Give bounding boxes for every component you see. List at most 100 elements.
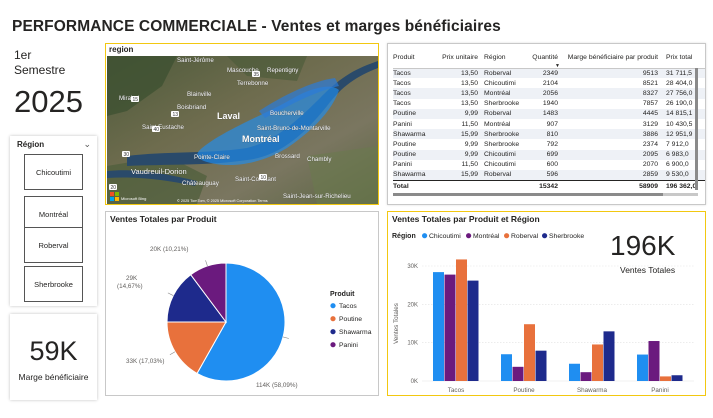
- map-place-label: Saint-Eustache: [142, 124, 185, 131]
- route-shield-label: 35: [254, 72, 260, 78]
- column-header-marge[interactable]: Marge bénéficiaire par produit: [561, 48, 661, 69]
- bar-legend-item[interactable]: Roberval: [511, 233, 539, 240]
- table-row[interactable]: Shawarma 15,99 Sherbrooke 810 3886 12 951,9: [393, 129, 705, 140]
- y-tick-label: 0K: [411, 379, 418, 385]
- bar-poutine-sherbrooke[interactable]: [535, 350, 547, 381]
- bar-legend-item[interactable]: Montréal: [473, 233, 500, 240]
- table-cell: Tacos: [393, 100, 411, 108]
- table-cell: 2056: [525, 88, 561, 99]
- bar-poutine-roberval[interactable]: [524, 324, 535, 381]
- route-shield: [152, 126, 160, 132]
- pie-chart-title: Ventes Totales par Produit: [110, 214, 217, 224]
- table-cell: Montréal: [484, 120, 511, 128]
- table-cell: Poutine: [393, 140, 417, 148]
- legend-marker: [466, 233, 472, 239]
- table-horizontal-scrollbar[interactable]: [393, 193, 698, 196]
- table-row[interactable]: Poutine 9,99 Chicoutimi 699 2095 6 983,0: [393, 149, 705, 160]
- logo-square: [110, 197, 114, 201]
- slicer-option-roberval[interactable]: Roberval: [24, 227, 83, 263]
- bar-tacos-sherbrooke[interactable]: [467, 280, 479, 381]
- region-highlight-montreal[interactable]: [197, 86, 339, 166]
- table-cell: 810: [525, 129, 561, 140]
- bar-tacos-chicoutimi[interactable]: [433, 272, 444, 381]
- bar-shawarma-roberval[interactable]: [592, 344, 603, 381]
- table-row[interactable]: Poutine 9,99 Sherbrooke 792 2374 7 912,0: [393, 139, 705, 149]
- table-row[interactable]: Tacos 13,50 Roberval 2349 9513 31 711,5: [393, 68, 705, 79]
- bar-panini-sherbrooke[interactable]: [671, 375, 683, 381]
- kpi-card-marge: 59K Marge bénéficiaire: [10, 314, 97, 400]
- pie-legend-item[interactable]: Shawarma: [339, 329, 372, 336]
- map-river: [107, 170, 197, 186]
- bar-shawarma-montréal[interactable]: [580, 372, 592, 381]
- bar-shawarma-sherbrooke[interactable]: [603, 331, 615, 381]
- bar-poutine-chicoutimi[interactable]: [501, 354, 512, 381]
- map-title: region: [109, 45, 134, 54]
- map-place-label: Boisbriand: [177, 104, 207, 111]
- table-row[interactable]: Poutine 9,99 Roberval 1483 4445 14 815,1: [393, 108, 705, 119]
- y-tick-label: 30K: [407, 264, 418, 270]
- table-cell: 14 815,1: [661, 108, 705, 119]
- table-cell: 9,99: [464, 140, 478, 148]
- column-header-produit[interactable]: Produit: [393, 48, 431, 69]
- scrollbar-thumb[interactable]: [393, 193, 663, 196]
- table-row[interactable]: Panini 11,50 Chicoutimi 600 2070 6 900,0: [393, 160, 705, 170]
- pie-data-label: 114K (58,09%): [256, 382, 298, 389]
- route-shield-label: 15: [133, 97, 139, 103]
- bing-logo-text: Microsoft Bing: [121, 196, 146, 201]
- table-cell: 699: [525, 149, 561, 160]
- table-cell: 3129: [642, 120, 658, 128]
- table-row[interactable]: Panini 11,50 Montréal 907 3129 10 430,5: [393, 119, 705, 129]
- table-row[interactable]: Shawarma 15,99 Roberval 596 2859 9 530,0: [393, 169, 705, 181]
- route-shield-label: 20: [111, 185, 117, 191]
- slicer-option-sherbrooke[interactable]: Sherbrooke: [24, 266, 83, 302]
- table-cell: Panini: [393, 161, 412, 169]
- pie-chart[interactable]: 114K (58,09%) 33K (17,03%) 29K(14,67%) 20K …: [106, 225, 378, 395]
- table-header-row: Produit Prix unitaire Région Quantité ▼ M…: [393, 48, 705, 69]
- table-cell: 12 951,9: [661, 129, 705, 140]
- map-attribution[interactable]: © 2025 TomTom, © 2025 Microsoft Corporat…: [177, 199, 268, 203]
- bar-poutine-montréal[interactable]: [512, 366, 524, 381]
- bar-legend-item[interactable]: Chicoutimi: [429, 233, 461, 240]
- region-map[interactable]: Saint-Jérôme Mascouche Repentigny Terreb…: [107, 56, 378, 204]
- table-vertical-scrollbar[interactable]: [695, 68, 698, 190]
- chevron-down-icon[interactable]: ⌄: [83, 139, 91, 149]
- slicer-option-chicoutimi[interactable]: Chicoutimi: [24, 154, 83, 190]
- map-place-label: Saint-Constant: [235, 176, 276, 183]
- bar-chart-title: Ventes Totales par Produit et Région: [392, 214, 540, 224]
- semester-line1: 1er: [14, 48, 32, 62]
- bar-shawarma-chicoutimi[interactable]: [569, 363, 580, 381]
- table-row[interactable]: Tacos 13,50 Montréal 2056 8327 27 756,0: [393, 88, 705, 99]
- table-cell: 28 404,0: [666, 79, 693, 87]
- map-route-shields: 15 40 13 30 20 35 10: [109, 71, 267, 191]
- table-row[interactable]: Tacos 13,50 Chicoutimi 2104 8521 28 404,0: [393, 78, 705, 88]
- column-header-region[interactable]: Région: [481, 48, 525, 69]
- pie-legend-item[interactable]: Poutine: [339, 316, 362, 323]
- x-tick-label: Poutine: [513, 387, 535, 394]
- pie-slice-panini[interactable]: [190, 262, 227, 324]
- pie-leader-line: [282, 336, 289, 339]
- column-header-prix-total[interactable]: Prix total: [661, 48, 705, 69]
- bar-panini-chicoutimi[interactable]: [637, 354, 648, 381]
- bar-tacos-roberval[interactable]: [456, 259, 467, 381]
- route-shield-label: 40: [154, 127, 160, 133]
- table-cell: 13,50: [460, 79, 478, 87]
- table-total-cell: Total: [393, 179, 431, 193]
- bar-tacos-montréal[interactable]: [444, 274, 456, 381]
- column-header-prix-unitaire[interactable]: Prix unitaire: [431, 48, 481, 69]
- bar-panini-montréal[interactable]: [648, 341, 660, 381]
- pie-legend-item[interactable]: Panini: [339, 342, 358, 349]
- slicer-option-montreal[interactable]: Montréal: [24, 196, 83, 232]
- region-slicer-title: Région: [17, 140, 45, 149]
- region-highlight-laval[interactable]: [259, 78, 339, 118]
- region-slicer-header[interactable]: Région ⌄: [17, 139, 91, 152]
- bar-panini-roberval[interactable]: [660, 376, 671, 381]
- table-row[interactable]: Tacos 13,50 Sherbrooke 1940 7857 26 190,0: [393, 99, 705, 109]
- column-header-quantite[interactable]: Quantité ▼: [525, 48, 561, 69]
- pie-slice-tacos[interactable]: [196, 262, 286, 382]
- pie-data-label: 29K: [126, 275, 138, 282]
- pie-slice-shawarma[interactable]: [166, 274, 227, 323]
- legend-marker: [330, 329, 336, 335]
- pie-legend-item[interactable]: Tacos: [339, 303, 357, 310]
- bar-chart[interactable]: Région Chicoutimi Montréal Roberval Sherbroo…: [388, 224, 705, 396]
- bar-legend-item[interactable]: Sherbrooke: [549, 233, 584, 240]
